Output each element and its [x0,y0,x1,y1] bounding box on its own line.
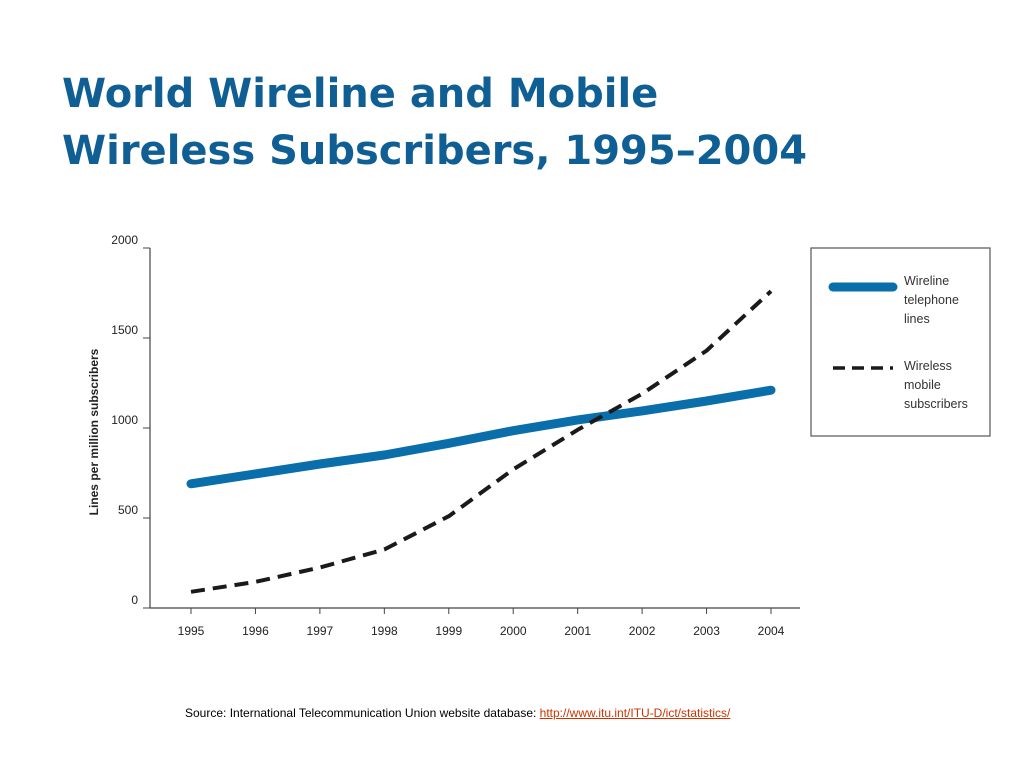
source-note: Source: International Telecommunication … [185,706,730,720]
legend-label-wireline: Wireline [904,274,949,288]
source-label: Source: International Telecommunication … [185,706,540,720]
legend-label-wireless: mobile [904,378,941,392]
chart-axes: 0 500 1000 1500 2000 1995 1996 1997 1998 1999 2000… [87,233,800,638]
title-line-1: World Wireline and Mobile [62,71,659,117]
legend-box [810,247,991,437]
chart-legend: Wireline telephone lines Wireless mobile subs… [810,247,991,437]
x-tick-label: 2000 [500,624,527,638]
chart-series [186,289,776,594]
series-line-wireless [190,289,773,594]
x-tick-label: 2003 [693,624,720,638]
legend-label-wireline: telephone [904,293,959,307]
x-tick-label: 2004 [758,624,785,638]
title-line-2: Wireless Subscribers, 1995–2004 [62,128,808,174]
source-link[interactable]: http://www.itu.int/ITU-D/ict/statistics/ [539,706,731,720]
series-line-wireline [186,385,776,489]
x-tick-label: 1998 [371,624,398,638]
x-tick-label: 1995 [178,624,205,638]
x-tick-label: 1997 [307,624,334,638]
x-tick-label: 2002 [629,624,656,638]
x-tick-label: 2001 [564,624,591,638]
legend-label-wireline: lines [904,312,930,326]
y-tick-label: 500 [118,503,138,517]
slide-title: World Wireline and Mobile Wireless Subsc… [62,66,962,180]
y-tick-label: 1000 [111,413,138,427]
x-tick-label: 1999 [435,624,462,638]
y-tick-label: 0 [131,593,138,607]
y-tick-label: 2000 [111,233,138,247]
y-tick-label: 1500 [111,323,138,337]
legend-label-wireless: subscribers [904,397,968,411]
x-tick-label: 1996 [242,624,269,638]
legend-label-wireless: Wireless [904,359,952,373]
y-axis-label: Lines per million subscribers [87,348,101,515]
